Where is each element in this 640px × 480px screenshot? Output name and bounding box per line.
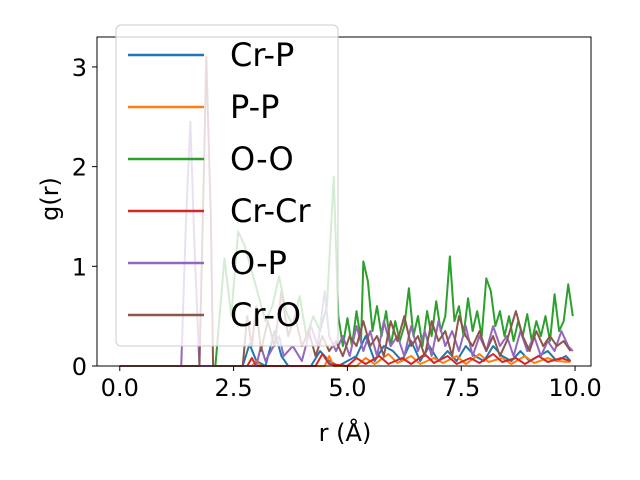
x-axis-label: r (Å) [319,418,372,447]
legend-items: Cr-P P-P O-O Cr-Cr O-P Cr-O [128,36,311,334]
y-axis-ticks: 0 1 2 3 [72,54,97,381]
legend-label-2: O-O [230,140,294,178]
x-axis-ticks: 0.0 2.5 5.0 7.5 10.0 [101,366,602,402]
legend-label-4: O-P [230,244,287,282]
series-line-3 [119,353,571,367]
y-tick-label: 1 [72,253,87,281]
x-tick-label: 10.0 [548,374,601,402]
x-tick-label: 0.0 [101,374,139,402]
series-line-1 [119,353,571,367]
x-tick-label: 7.5 [442,374,480,402]
legend: Cr-P P-P O-O Cr-Cr O-P Cr-O [115,24,339,347]
y-tick-label: 2 [72,154,87,182]
legend-label-3: Cr-Cr [230,192,311,230]
legend-label-5: Cr-O [230,296,301,334]
y-tick-label: 3 [72,54,87,82]
legend-box [115,24,339,347]
plot-frame [96,36,592,367]
y-axis-label: g(r) [36,177,64,221]
x-tick-label: 5.0 [328,374,366,402]
y-tick-label: 0 [72,353,87,381]
legend-label-1: P-P [230,88,279,126]
x-tick-label: 2.5 [215,374,253,402]
legend-label-0: Cr-P [230,36,294,74]
series-line-0 [119,330,572,367]
